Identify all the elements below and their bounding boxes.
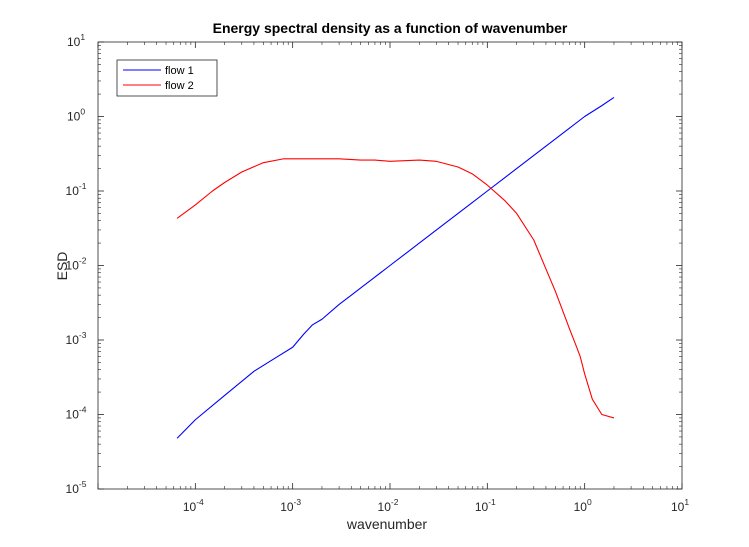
y-tick-label: 10-5 <box>66 479 87 496</box>
x-tick-label: 10-4 <box>183 497 204 514</box>
x-tick-label: 10-3 <box>280 497 301 514</box>
y-axis-label: ESD <box>54 252 70 281</box>
series-line-1 <box>176 97 615 439</box>
x-tick-label: 100 <box>574 497 592 514</box>
x-axis-label: wavenumber <box>346 516 427 532</box>
y-tick-label: 10-3 <box>66 330 87 347</box>
y-tick-label: 10-4 <box>66 405 87 422</box>
y-tick-label: 10-1 <box>66 181 87 198</box>
legend-label-1: flow 1 <box>165 65 194 77</box>
y-tick-label: 101 <box>67 32 85 49</box>
series-line-2 <box>176 158 615 419</box>
legend-label-2: flow 2 <box>165 80 194 92</box>
x-tick-label: 101 <box>671 497 689 514</box>
x-tick-label: 10-2 <box>378 497 399 514</box>
y-tick-label: 100 <box>67 107 85 124</box>
x-tick-label: 10-1 <box>475 497 496 514</box>
y-tick-label: 10-2 <box>66 256 87 273</box>
chart-title: Energy spectral density as a function of… <box>213 20 568 36</box>
legend-box <box>116 59 218 97</box>
